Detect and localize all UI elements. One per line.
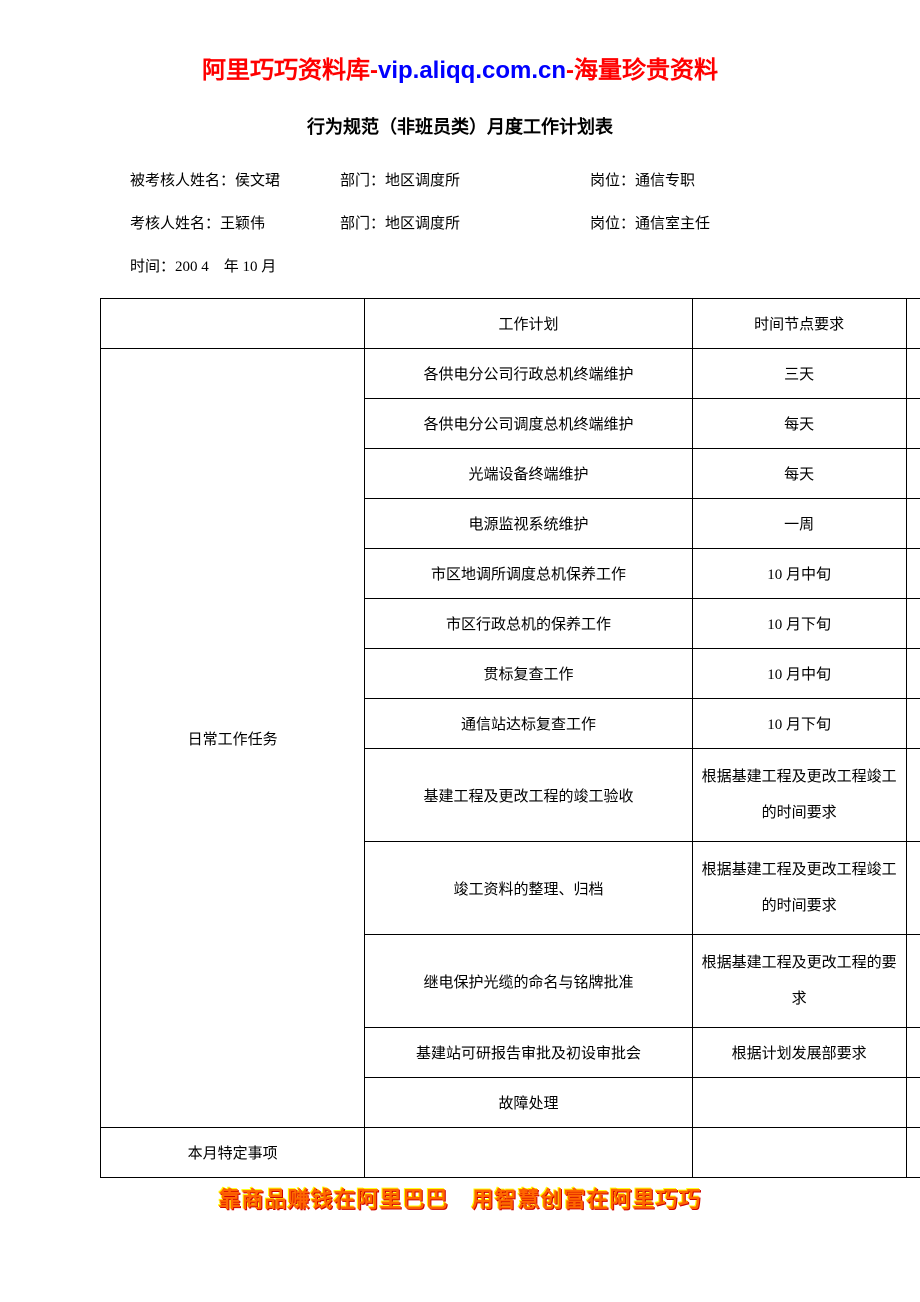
- assessee-post-label: 岗位：: [590, 169, 635, 190]
- assessor-dept-field: 部门： 地区调度所: [340, 212, 590, 233]
- result-cell: 确保设备: [906, 935, 920, 1028]
- header-plan: 工作计划: [365, 299, 692, 349]
- time-cell: 每天: [692, 449, 906, 499]
- time-cell: 10 月下旬: [692, 599, 906, 649]
- assessor-post-field: 岗位： 通信室主任: [590, 212, 790, 233]
- time-cell: [692, 1078, 906, 1128]
- time-cell: 10 月下旬: [692, 699, 906, 749]
- result-cell: 确保设备: [906, 349, 920, 399]
- assessee-dept-field: 部门： 地区调度所: [340, 169, 590, 190]
- plan-cell: 继电保护光缆的命名与铭牌批准: [365, 935, 692, 1028]
- assessor-name-field: 考核人姓名： 王颖伟: [130, 212, 340, 233]
- document-title: 行为规范（非班员类）月度工作计划表: [0, 113, 920, 139]
- result-cell: 排除: [906, 1078, 920, 1128]
- time-cell: 根据基建工程及更改工程的要求: [692, 935, 906, 1028]
- plan-cell: 基建工程及更改工程的竣工验收: [365, 749, 692, 842]
- plan-cell: [365, 1128, 692, 1178]
- time-cell: 根据基建工程及更改工程竣工的时间要求: [692, 842, 906, 935]
- assessee-name-label: 被考核人姓名：: [130, 169, 235, 190]
- plan-cell: 市区行政总机的保养工作: [365, 599, 692, 649]
- time-cell: 根据基建工程及更改工程竣工的时间要求: [692, 749, 906, 842]
- work-plan-table: 工作计划 时间节点要求 工作 日常工作任务 各供电分公司行政总机终端维护 三天 …: [100, 298, 920, 1178]
- plan-cell: 电源监视系统维护: [365, 499, 692, 549]
- assessee-dept-value: 地区调度所: [385, 169, 460, 190]
- result-cell: 准备: [906, 699, 920, 749]
- assessor-dept-label: 部门：: [340, 212, 385, 233]
- assessor-dept-value: 地区调度所: [385, 212, 460, 233]
- plan-cell: 贯标复查工作: [365, 649, 692, 699]
- header-banner: 阿里巧巧资料库-vip.aliqq.com.cn-海量珍贵资料: [0, 50, 920, 85]
- result-cell: 确保设备: [906, 1028, 920, 1078]
- plan-cell: 光端设备终端维护: [365, 449, 692, 499]
- time-value: 200 4 年 10 月: [175, 255, 276, 276]
- result-cell: 确保设备: [906, 549, 920, 599]
- time-label: 时间：: [130, 255, 175, 276]
- time-row: 时间： 200 4 年 10 月: [130, 255, 790, 276]
- category-daily: 日常工作任务: [101, 349, 365, 1128]
- header-time: 时间节点要求: [692, 299, 906, 349]
- time-cell: 三天: [692, 349, 906, 399]
- info-section: 被考核人姓名： 侯文珺 部门： 地区调度所 岗位： 通信专职 考核人姓名： 王颖…: [0, 169, 920, 276]
- assessor-row: 考核人姓名： 王颖伟 部门： 地区调度所 岗位： 通信室主任: [130, 212, 790, 233]
- time-cell: 10 月中旬: [692, 549, 906, 599]
- table-row: 本月特定事项: [101, 1128, 920, 1178]
- table-row: 日常工作任务 各供电分公司行政总机终端维护 三天 确保设备: [101, 349, 920, 399]
- plan-cell: 各供电分公司调度总机终端维护: [365, 399, 692, 449]
- plan-cell: 竣工资料的整理、归档: [365, 842, 692, 935]
- assessee-dept-label: 部门：: [340, 169, 385, 190]
- category-monthly: 本月特定事项: [101, 1128, 365, 1178]
- plan-cell: 通信站达标复查工作: [365, 699, 692, 749]
- footer-banner: 靠商品赚钱在阿里巴巴 用智慧创富在阿里巧巧: [0, 1182, 920, 1214]
- time-cell: [692, 1128, 906, 1178]
- time-cell: 10 月中旬: [692, 649, 906, 699]
- plan-cell: 各供电分公司行政总机终端维护: [365, 349, 692, 399]
- assessor-post-label: 岗位：: [590, 212, 635, 233]
- assessee-row: 被考核人姓名： 侯文珺 部门： 地区调度所 岗位： 通信专职: [130, 169, 790, 190]
- assessor-post-value: 通信室主任: [635, 212, 710, 233]
- time-cell: 每天: [692, 399, 906, 449]
- result-cell: 确保设备: [906, 399, 920, 449]
- assessee-post-value: 通信专职: [635, 169, 695, 190]
- header-category: [101, 299, 365, 349]
- plan-cell: 市区地调所调度总机保养工作: [365, 549, 692, 599]
- plan-cell: 基建站可研报告审批及初设审批会: [365, 1028, 692, 1078]
- header-part3: -海量珍贵资料: [566, 57, 718, 84]
- result-cell: 确保设备: [906, 499, 920, 549]
- assessor-name-value: 王颖伟: [220, 212, 265, 233]
- header-part1: 阿里巧巧资料库-: [202, 57, 378, 84]
- assessor-name-label: 考核人姓名：: [130, 212, 220, 233]
- table-header-row: 工作计划 时间节点要求 工作: [101, 299, 920, 349]
- time-cell: 根据计划发展部要求: [692, 1028, 906, 1078]
- result-cell: 确保设备: [906, 749, 920, 842]
- result-cell: 确保设备: [906, 599, 920, 649]
- time-cell: 一周: [692, 499, 906, 549]
- assessee-name-value: 侯文珺: [235, 169, 280, 190]
- result-cell: [906, 1128, 920, 1178]
- result-cell: 确保设备: [906, 842, 920, 935]
- assessee-post-field: 岗位： 通信专职: [590, 169, 790, 190]
- result-cell: 确保市区通: [906, 449, 920, 499]
- header-part2: vip.aliqq.com.cn: [378, 57, 566, 84]
- header-result: 工作: [906, 299, 920, 349]
- assessee-name-field: 被考核人姓名： 侯文珺: [130, 169, 340, 190]
- result-cell: 准备: [906, 649, 920, 699]
- plan-cell: 故障处理: [365, 1078, 692, 1128]
